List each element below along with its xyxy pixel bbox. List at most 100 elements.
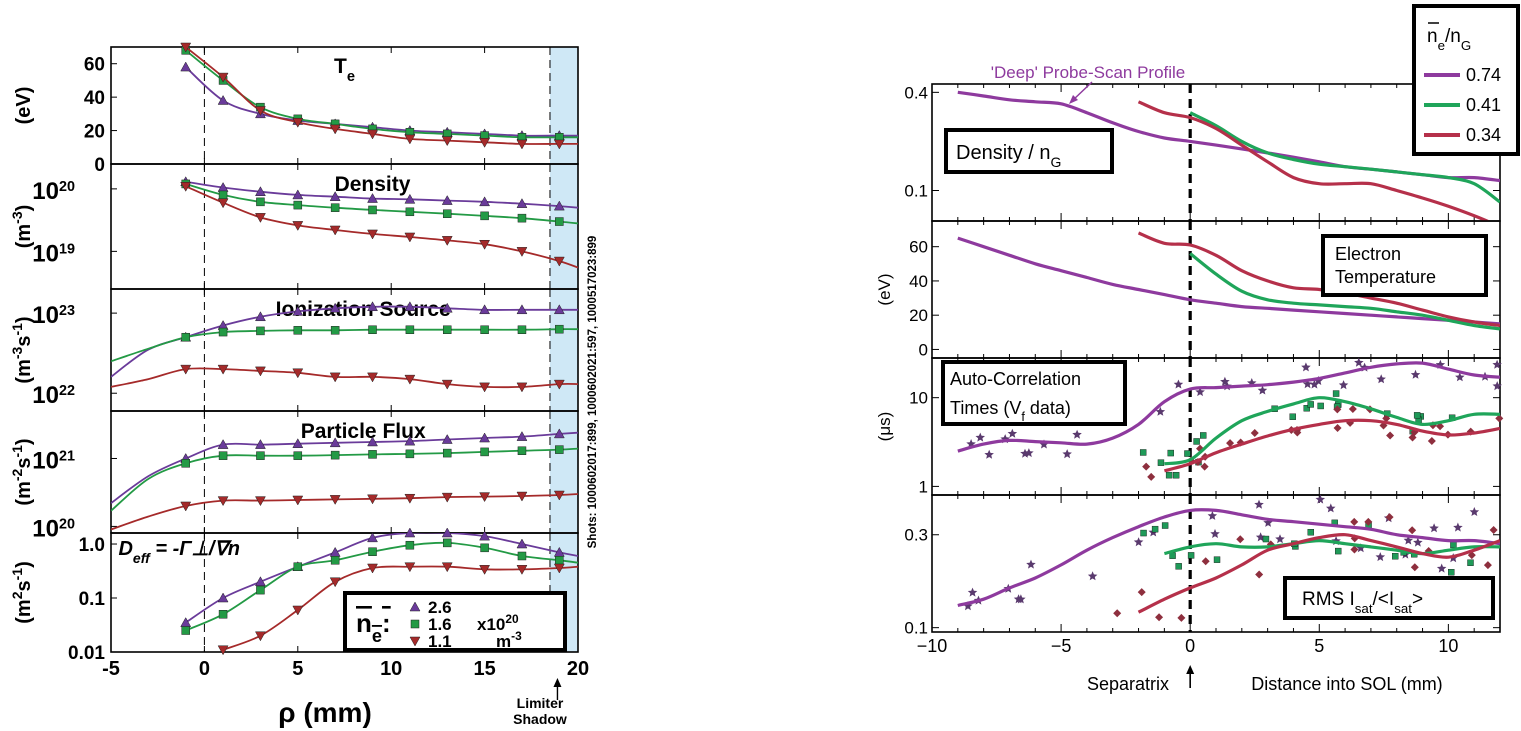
data-marker-low (479, 382, 491, 393)
data-marker-mid (256, 326, 265, 336)
legend-marker-low (409, 636, 421, 647)
panel-label-line2: Times (Vf data) (950, 398, 1071, 424)
data-marker-low (217, 496, 229, 507)
scatter-square (1200, 432, 1207, 439)
scatter-square (1289, 413, 1296, 420)
data-marker-high (441, 434, 453, 444)
scatter-star (1455, 372, 1465, 382)
data-marker-high (292, 438, 304, 448)
limiter-arrowhead (553, 678, 562, 687)
data-marker-mid (181, 626, 190, 635)
data-marker-high (516, 431, 528, 441)
annotation-arrowhead (1069, 95, 1078, 104)
data-marker-low (479, 565, 491, 575)
data-marker-high (404, 193, 416, 204)
panel-label-line1: Electron (1335, 244, 1401, 264)
legend-label-c: 0.34 (1466, 125, 1501, 145)
scatter-star (1173, 379, 1184, 389)
scatter-diamond (1113, 609, 1122, 618)
panel-title: Te (334, 55, 355, 85)
scatter-square (1167, 449, 1174, 457)
data-marker-low (255, 213, 266, 223)
data-marker-low (255, 106, 266, 117)
y-tick-label: 40 (84, 88, 105, 109)
scatter-star (1087, 571, 1098, 581)
scatter-square (1169, 552, 1176, 559)
data-marker-low (217, 645, 229, 656)
scatter-star (1429, 523, 1439, 533)
data-marker-mid (480, 543, 489, 553)
panel-title: Density (335, 173, 411, 196)
scatter-star (1024, 448, 1034, 458)
data-marker-high (553, 200, 565, 211)
data-marker-mid (405, 325, 415, 334)
data-marker-low (367, 494, 378, 505)
data-marker-low (292, 221, 304, 231)
scatter-diamond (1177, 613, 1186, 622)
scatter-star (1436, 563, 1447, 573)
series-line-b (1189, 111, 1500, 204)
scatter-star (1338, 380, 1349, 390)
scatter-star (1469, 507, 1480, 516)
data-marker-low (367, 129, 378, 140)
data-marker-low (516, 565, 528, 575)
data-marker-mid (293, 562, 303, 571)
series-line-high (185, 180, 578, 209)
x-tick-label: 0 (1185, 636, 1195, 656)
data-marker-high (441, 527, 453, 538)
data-marker-low (367, 372, 378, 383)
data-marker-low (441, 492, 453, 503)
scatter-diamond (1255, 570, 1264, 579)
data-marker-mid (293, 200, 303, 210)
data-marker-mid (405, 207, 415, 217)
data-marker-low (217, 198, 229, 209)
x-tick-label: -5 (102, 658, 120, 680)
data-marker-low (180, 501, 192, 512)
legend-label-b: 0.41 (1466, 95, 1501, 115)
scatter-square (1165, 471, 1173, 479)
scatter-diamond (1142, 462, 1151, 471)
scatter-diamond (1410, 563, 1419, 572)
panel-label-box (944, 128, 1114, 174)
data-marker-low (367, 229, 378, 240)
scatter-star (1375, 552, 1386, 562)
data-marker-mid (405, 449, 415, 459)
data-marker-mid (517, 446, 527, 455)
scatter-star (1313, 375, 1324, 385)
limiter-label-line1: Limiter (517, 695, 564, 711)
scatter-star (984, 449, 994, 459)
scatter-square (1213, 556, 1221, 563)
scatter-star (1376, 374, 1386, 384)
panel-title: Ionization Source (276, 298, 451, 321)
scatter-diamond (1364, 517, 1373, 526)
right-panel-1: 0.4 0.1 Density / nG (904, 83, 1501, 222)
data-marker-high (255, 576, 266, 587)
data-marker-high (516, 198, 528, 208)
series-line-b (1189, 252, 1500, 331)
data-marker-low (553, 563, 565, 574)
data-marker-mid (181, 459, 190, 468)
legend-unit-bottom: m-3 (496, 629, 522, 651)
data-marker-high (217, 94, 229, 105)
data-marker-low (441, 236, 453, 246)
data-marker-low (329, 577, 341, 588)
panel-label-box (1321, 234, 1488, 297)
separatrix-label: Separatrix (1087, 674, 1169, 694)
data-marker-low (479, 138, 491, 148)
scatter-square (1303, 405, 1310, 412)
shots-note: Shots: 1000602017:899, 1000602021:597, 1… (587, 236, 599, 549)
scatter-square (1172, 471, 1180, 479)
x-tick-label: 0 (199, 658, 210, 680)
legend-symbol: ne: (356, 608, 391, 646)
legend-marker-mid (410, 619, 420, 629)
scatter-diamond (1495, 414, 1504, 423)
y-axis-label: (eV) (13, 87, 35, 125)
data-marker-mid (218, 327, 228, 337)
scatter-square (1467, 559, 1474, 566)
series-line-b (1163, 538, 1500, 556)
scatter-star (1413, 537, 1423, 547)
series-line-mid (185, 49, 578, 139)
data-marker-low (292, 368, 304, 379)
scatter-diamond (1483, 561, 1492, 570)
panel-label-box (1283, 576, 1495, 620)
